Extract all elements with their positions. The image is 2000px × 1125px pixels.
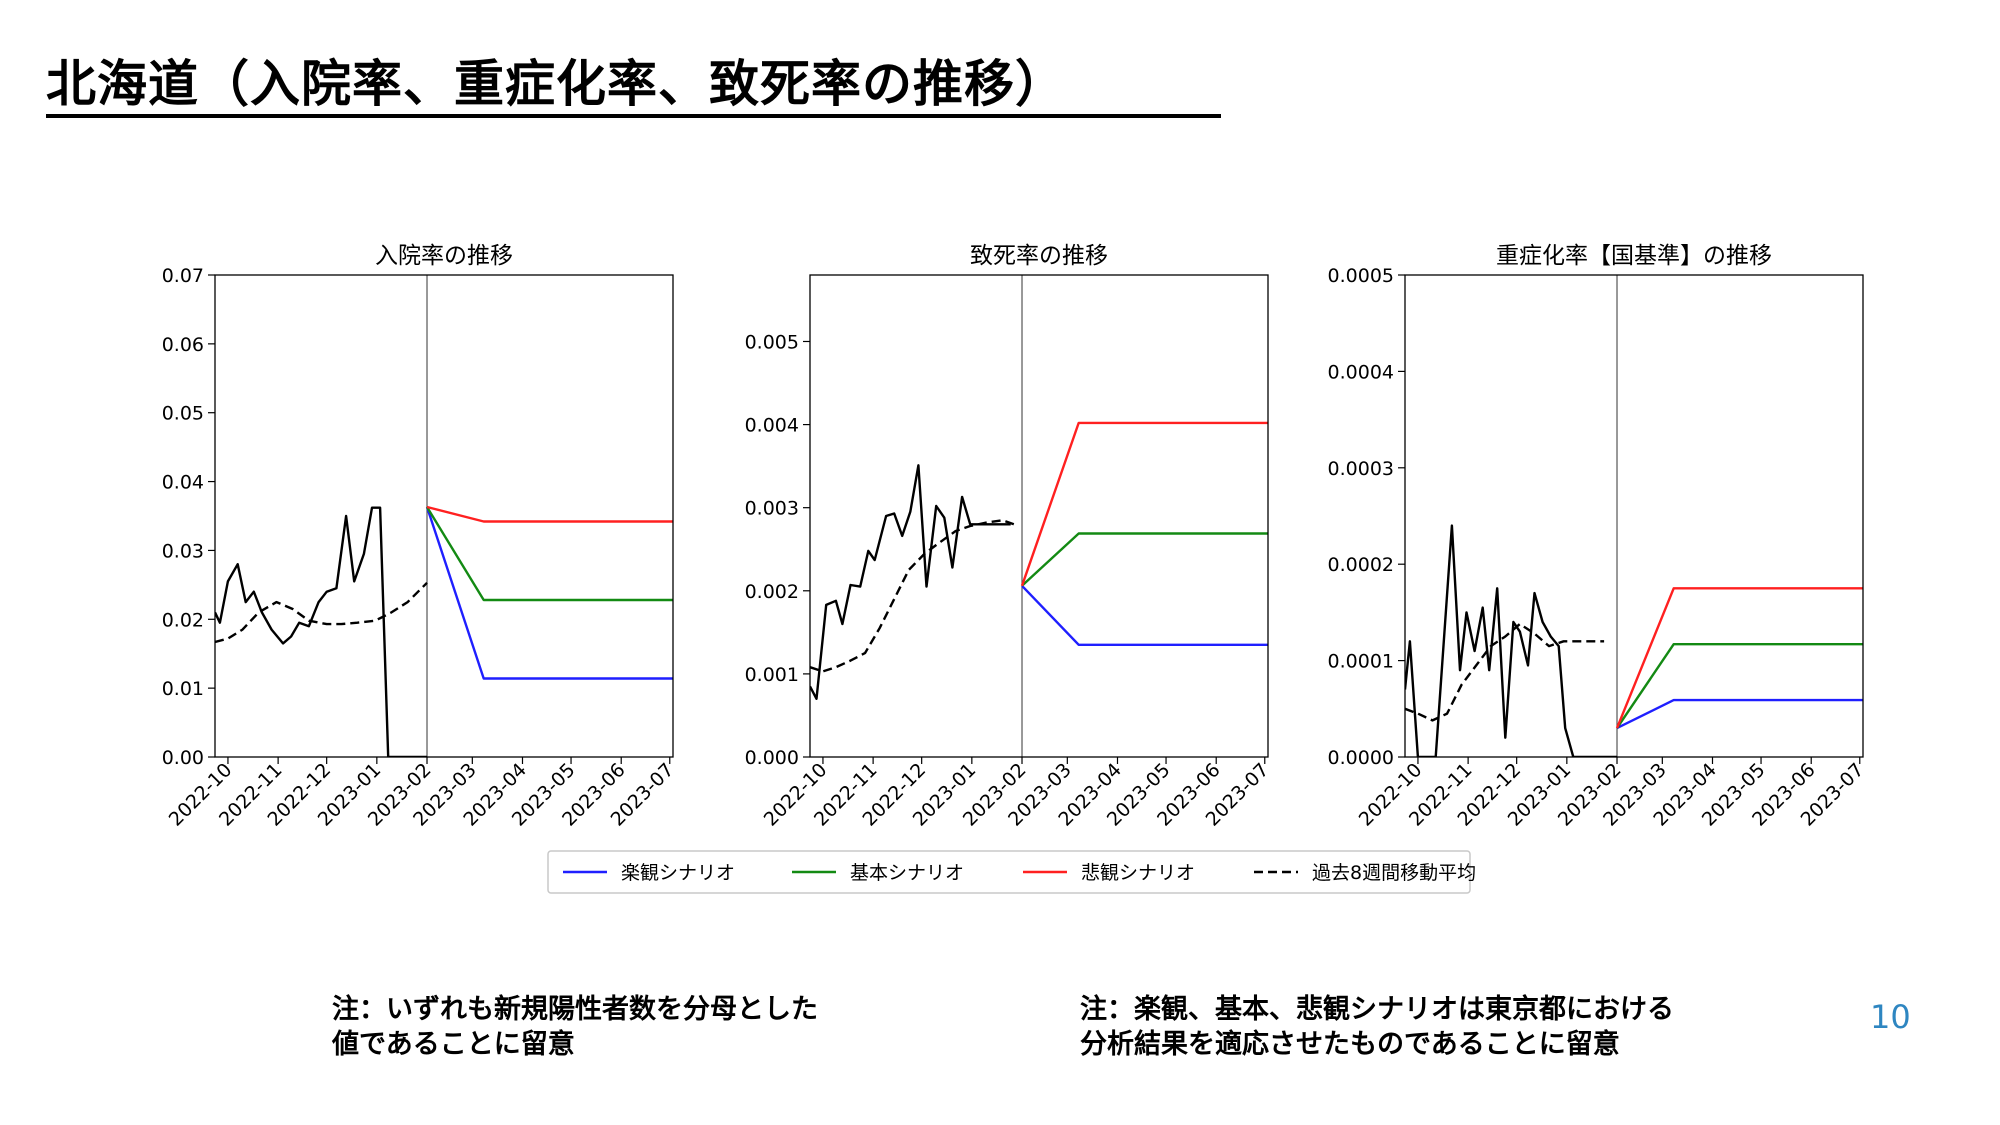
series-悲観シナリオ <box>1615 587 1863 729</box>
y-tick-label: 0.0003 <box>1328 458 1394 480</box>
y-tick-label: 0.0002 <box>1328 554 1394 576</box>
y-tick-label: 0.06 <box>162 334 204 356</box>
slide-title: 北海道（入院率、重症化率、致死率の推移） <box>46 55 1066 113</box>
y-tick-label: 0.004 <box>745 415 799 437</box>
page-number: 10 <box>1870 998 1911 1036</box>
y-tick-label: 0.005 <box>745 331 799 353</box>
y-tick-label: 0.01 <box>162 678 204 700</box>
y-tick-label: 0.000 <box>745 747 799 769</box>
chart-title: 重症化率【国基準】の推移 <box>1496 243 1772 269</box>
series-楽観シナリオ <box>425 506 673 680</box>
plot-frame <box>214 274 674 758</box>
series-楽観シナリオ <box>1021 584 1268 646</box>
series-actual <box>810 464 1011 700</box>
chart-2: 致死率の推移0.0000.0010.0020.0030.0040.0052022… <box>745 243 1274 831</box>
y-tick-label: 0.04 <box>162 472 204 494</box>
series-actual <box>215 506 427 757</box>
series-基本シナリオ <box>425 506 673 602</box>
series-楽観シナリオ <box>1616 698 1863 730</box>
series-基本シナリオ <box>1616 643 1863 729</box>
title-underline <box>46 114 1221 118</box>
y-tick-label: 0.0000 <box>1328 747 1394 769</box>
y-tick-label: 0.00 <box>162 747 204 769</box>
note-right: 注：楽観、基本、悲観シナリオは東京都における 分析結果を適応させたものであること… <box>1080 992 1674 1062</box>
legend-label: 悲観シナリオ <box>1081 862 1195 884</box>
note-left-line-1: 注：いずれも新規陽性者数を分母とした <box>332 994 818 1025</box>
legend-box <box>547 850 1471 894</box>
legend-label: 楽観シナリオ <box>621 862 735 884</box>
chart-1: 入院率の推移0.000.010.020.030.040.050.060.0720… <box>162 243 679 831</box>
series-moving-average <box>810 519 1015 673</box>
y-tick-label: 0.001 <box>745 664 799 686</box>
series-actual <box>1405 524 1617 757</box>
chart-title: 入院率の推移 <box>375 243 513 269</box>
plot-frame <box>1404 274 1864 758</box>
note-left: 注：いずれも新規陽性者数を分母とした 値であることに留意 <box>332 992 818 1062</box>
y-tick-label: 0.0004 <box>1328 361 1394 383</box>
y-tick-label: 0.07 <box>162 265 204 287</box>
note-left-line-2: 値であることに留意 <box>332 1029 575 1060</box>
series-基本シナリオ <box>1021 532 1268 587</box>
legend-label: 基本シナリオ <box>850 862 964 884</box>
note-right-line-1: 注：楽観、基本、悲観シナリオは東京都における <box>1080 994 1674 1025</box>
legend: 楽観シナリオ 基本シナリオ 悲観シナリオ 過去8週間移動平均 <box>547 850 1476 894</box>
series-moving-average <box>215 581 428 644</box>
series-悲観シナリオ <box>426 505 673 523</box>
y-tick-label: 0.02 <box>162 609 204 631</box>
y-tick-label: 0.05 <box>162 403 204 425</box>
y-tick-label: 0.002 <box>745 581 799 603</box>
y-tick-label: 0.0005 <box>1328 265 1394 287</box>
legend-label: 過去8週間移動平均 <box>1312 862 1476 884</box>
series-moving-average <box>1405 622 1605 722</box>
y-tick-label: 0.0001 <box>1328 651 1394 673</box>
note-right-line-2: 分析結果を適応させたものであることに留意 <box>1080 1029 1620 1060</box>
y-tick-label: 0.03 <box>162 540 204 562</box>
y-tick-label: 0.003 <box>745 498 799 520</box>
series-悲観シナリオ <box>1020 421 1268 587</box>
chart-title: 致死率の推移 <box>970 243 1108 269</box>
plot-frame <box>809 274 1269 758</box>
chart-3: 重症化率【国基準】の推移 0.0000 0.0001 0.0002 0.0003 0.00… <box>1328 243 1869 831</box>
